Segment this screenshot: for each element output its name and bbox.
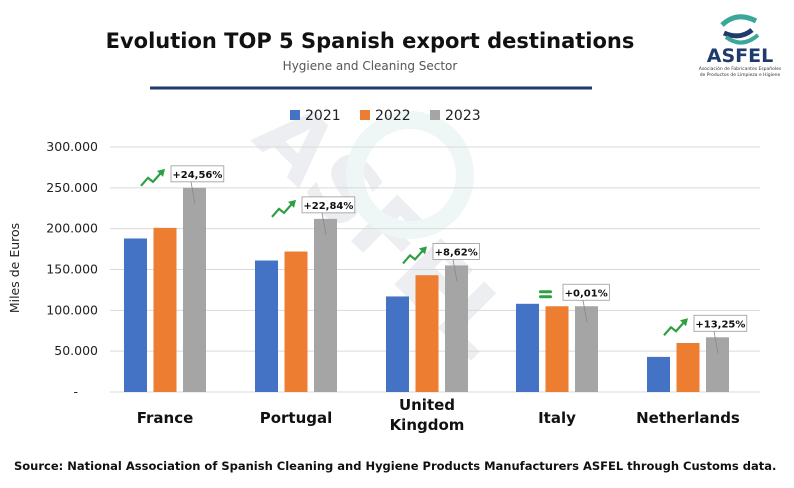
category-label: Portugal xyxy=(260,409,333,427)
bar-2021-1 xyxy=(255,260,278,392)
trend-up-icon xyxy=(271,203,293,218)
trend-up-arrowhead xyxy=(288,199,296,208)
category-label: France xyxy=(137,409,194,427)
bar-2021-0 xyxy=(124,238,147,392)
category-label: United xyxy=(399,396,455,414)
callout-leader xyxy=(190,181,196,204)
bar-2021-3 xyxy=(516,303,539,392)
legend-label-2023: 2023 xyxy=(445,108,481,124)
bars xyxy=(124,187,729,392)
bar-2022-2 xyxy=(415,275,439,392)
y-tick-label: - xyxy=(73,384,78,399)
asfel-logo: ASFEL Asociación de Fabricantes Españole… xyxy=(699,14,782,78)
y-tick-label: 300.000 xyxy=(46,139,98,154)
y-axis-label: Miles de Euros xyxy=(7,223,22,313)
trend-up-arrowhead xyxy=(680,318,688,327)
bar-2021-4 xyxy=(647,356,670,392)
y-axis-ticks: - 50.000 100.000 150.000 200.000 250.000 300.0… xyxy=(46,139,98,399)
source-note: Source: National Association of Spanish … xyxy=(14,459,776,473)
legend: 2021 2022 2023 xyxy=(290,108,481,124)
x-axis-labels: France Portugal United Kingdom Italy Netherla… xyxy=(137,396,740,434)
y-tick-label: 100.000 xyxy=(46,302,98,317)
bar-2023-0 xyxy=(183,187,206,392)
callout-label: +24,56% xyxy=(172,170,222,181)
callout-label: +22,84% xyxy=(303,201,353,212)
legend-swatch-2021 xyxy=(290,110,300,120)
bar-2022-0 xyxy=(153,227,177,392)
legend-label-2021: 2021 xyxy=(305,108,341,124)
y-tick-label: 250.000 xyxy=(46,180,98,195)
callout-box xyxy=(170,165,225,183)
bar-2022-3 xyxy=(545,306,569,392)
svg-text:de Productos de Limpieza e Hig: de Productos de Limpieza e Higiene xyxy=(700,72,781,78)
chart-title: Evolution TOP 5 Spanish export destinati… xyxy=(106,29,635,53)
trend-up-icon xyxy=(402,249,424,265)
callout-leader xyxy=(713,331,719,354)
trend-up-arrowhead xyxy=(419,246,427,255)
watermark: ASFEL xyxy=(234,81,531,378)
bar-2023-4 xyxy=(706,337,729,392)
legend-label-2022: 2022 xyxy=(375,108,411,124)
y-tick-label: 50.000 xyxy=(54,343,98,358)
svg-text:Asociación de Fabricantes Espa: Asociación de Fabricantes Españoles xyxy=(699,65,782,72)
legend-swatch-2023 xyxy=(430,110,440,120)
callout-box xyxy=(432,243,480,260)
callout-box xyxy=(562,283,610,301)
trend-equal-icon xyxy=(539,290,552,294)
callout-label: +0,01% xyxy=(565,288,608,299)
callout-label: +8,62% xyxy=(435,247,478,258)
category-label: Netherlands xyxy=(636,409,740,427)
bar-2022-1 xyxy=(284,251,308,392)
bar-2021-2 xyxy=(386,296,409,392)
callout-label: +13,25% xyxy=(695,319,745,330)
category-label: Kingdom xyxy=(390,416,465,434)
legend-swatch-2022 xyxy=(360,110,370,120)
callout-leader xyxy=(452,259,458,282)
trend-up-icon xyxy=(663,321,685,337)
category-label: Italy xyxy=(538,409,576,427)
callout-leader xyxy=(321,212,327,235)
annotations: +24,56% +22,84% +8,62% +0,01% +13,25% xyxy=(140,165,748,354)
trend-up-icon xyxy=(140,172,162,187)
bar-2023-1 xyxy=(314,218,337,392)
bar-2023-3 xyxy=(575,306,598,392)
bar-2023-2 xyxy=(445,265,468,392)
callout-leader xyxy=(582,300,588,323)
trend-equal-icon xyxy=(539,295,552,299)
callout-box xyxy=(301,196,356,214)
trend-up-arrowhead xyxy=(157,168,165,177)
chart-subtitle: Hygiene and Cleaning Sector xyxy=(283,59,458,73)
logo-name: ASFEL xyxy=(707,45,773,67)
y-tick-label: 200.000 xyxy=(46,221,98,236)
bar-2022-4 xyxy=(676,343,700,392)
callout-box xyxy=(693,314,748,332)
y-tick-label: 150.000 xyxy=(46,262,98,277)
